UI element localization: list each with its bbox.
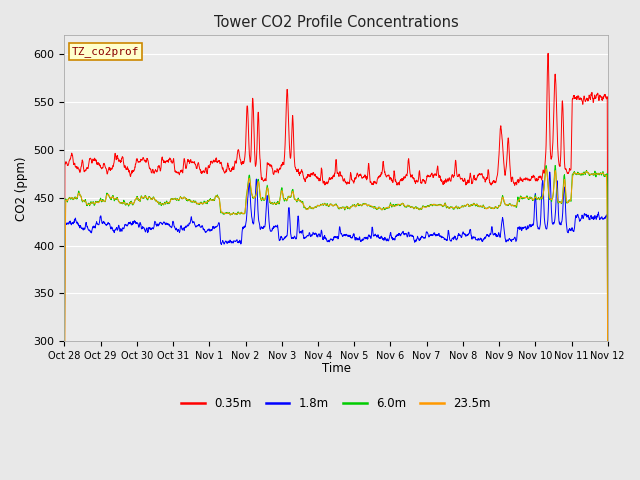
6.0m [556,200,564,205]
1.8m [494,234,502,240]
23.5m [556,200,564,205]
6.0m [61,368,68,373]
0.35m [364,175,371,181]
0.35m [556,164,564,169]
0.35m [352,175,360,180]
1.8m [61,384,68,390]
6.0m [212,193,220,199]
1.8m [556,221,564,227]
Line: 6.0m: 6.0m [65,166,608,371]
Text: TZ_co2prof: TZ_co2prof [72,46,139,57]
1.8m [364,236,371,242]
Line: 23.5m: 23.5m [65,169,608,446]
23.5m [364,203,371,208]
X-axis label: Time: Time [321,362,351,375]
23.5m [212,193,220,199]
Title: Tower CO2 Profile Concentrations: Tower CO2 Profile Concentrations [214,15,458,30]
23.5m [604,376,612,382]
6.0m [551,163,559,168]
6.0m [364,203,371,209]
0.35m [544,50,552,56]
0.35m [61,347,68,353]
6.0m [604,353,612,359]
23.5m [571,170,579,176]
6.0m [571,171,579,177]
Line: 0.35m: 0.35m [65,53,608,350]
1.8m [352,235,360,240]
23.5m [543,166,550,172]
1.8m [546,169,554,175]
23.5m [494,205,502,211]
Line: 1.8m: 1.8m [65,172,608,387]
6.0m [352,204,360,209]
1.8m [571,218,579,224]
23.5m [352,204,360,209]
Legend: 0.35m, 1.8m, 6.0m, 23.5m: 0.35m, 1.8m, 6.0m, 23.5m [177,392,496,415]
Y-axis label: CO2 (ppm): CO2 (ppm) [15,156,28,220]
0.35m [212,156,220,162]
0.35m [571,95,579,100]
1.8m [604,379,612,385]
23.5m [61,443,68,449]
0.35m [604,305,612,311]
1.8m [212,224,220,230]
6.0m [494,205,502,211]
0.35m [494,169,502,175]
